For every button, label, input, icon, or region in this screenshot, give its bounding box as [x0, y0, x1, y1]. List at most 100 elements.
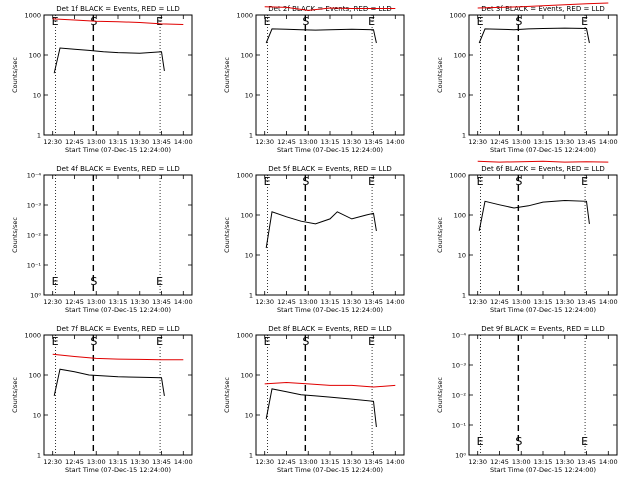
det1-xtick-label: 14:00	[174, 138, 193, 146]
det6-start-marker-label: E	[477, 175, 484, 188]
det3-xtick-label: 13:15	[534, 138, 553, 146]
det2-xtick-label: 13:45	[364, 138, 383, 146]
det2-xtick-label: 12:45	[277, 138, 296, 146]
det4-ytick-label: 10⁻¹	[27, 262, 42, 270]
det2-xtick-label: 13:30	[342, 138, 361, 146]
det1-xtick-label: 12:45	[65, 138, 84, 146]
det9-xtick-label: 13:30	[555, 458, 574, 466]
det8-xtick-label: 14:00	[386, 458, 405, 466]
det1-xtick-label: 13:15	[109, 138, 128, 146]
det1-ylabel: Counts/sec	[11, 57, 19, 93]
det9-ylabel: Counts/sec	[436, 377, 444, 413]
det5-ytick-label: 1000	[236, 172, 253, 180]
det2-ytick-label: 10	[245, 92, 253, 100]
det1-xtick-label: 13:30	[130, 138, 149, 146]
det9-plot-title: Det 9f BLACK = Events, RED = LLD	[481, 325, 604, 333]
det7-start-marker-label: E	[52, 335, 59, 348]
det5-xtick-label: 13:00	[299, 298, 318, 306]
det1-events-line	[53, 47, 165, 74]
det6-spike-marker-label: S	[515, 175, 522, 188]
det7-lld-line	[52, 353, 184, 361]
det9-xtick-label: 13:15	[534, 458, 553, 466]
det4-xtick-label: 12:45	[65, 298, 84, 306]
det8-ytick-label: 100	[241, 372, 253, 380]
det6-ytick-label: 100	[454, 212, 466, 220]
det9-xlabel: Start Time (07-Dec-15 12:24:00)	[490, 466, 596, 474]
det5-xtick-label: 12:30	[255, 298, 274, 306]
det9-plot-frame	[468, 334, 618, 456]
det6-xtick-label: 14:00	[599, 298, 618, 306]
det4-xtick-label: 12:30	[43, 298, 62, 306]
det4-ytick-label: 10⁻³	[27, 202, 42, 210]
det8-xtick-label: 13:00	[299, 458, 318, 466]
det9-spike-marker-label: S	[515, 435, 522, 448]
det1-xtick-label: 12:30	[43, 138, 62, 146]
det7-plot-frame	[43, 334, 193, 456]
det8-plot-title: Det 8f BLACK = Events, RED = LLD	[268, 325, 391, 333]
det9-xtick-label: 13:45	[577, 458, 596, 466]
det4-start-marker-label: E	[52, 275, 59, 288]
det8-xtick-label: 13:30	[342, 458, 361, 466]
det3-xtick-label: 12:45	[490, 138, 509, 146]
det1-ytick-label: 1000	[24, 12, 41, 20]
det9-start-marker-label: E	[477, 435, 484, 448]
det5-plot-frame	[255, 174, 405, 296]
det8-xlabel: Start Time (07-Dec-15 12:24:00)	[277, 466, 383, 474]
det2-xtick-label: 13:00	[299, 138, 318, 146]
det2-xlabel: Start Time (07-Dec-15 12:24:00)	[277, 146, 383, 154]
det6-ytick-label: 1000	[449, 172, 466, 180]
det9-end-marker-label: E	[581, 435, 588, 448]
det7-end-marker-label: E	[156, 335, 163, 348]
det6-ylabel: Counts/sec	[436, 217, 444, 253]
det7-xtick-label: 13:45	[152, 458, 171, 466]
det7-xlabel: Start Time (07-Dec-15 12:24:00)	[65, 466, 171, 474]
det7-xtick-label: 13:00	[87, 458, 106, 466]
det2-plot-title: Det 2f BLACK = Events, RED = LLD	[268, 5, 391, 13]
det7-xtick-label: 14:00	[174, 458, 193, 466]
det8-events-line	[265, 388, 377, 428]
det8-lld-line	[264, 381, 396, 388]
det8-plot-frame	[255, 334, 405, 456]
det8-xtick-label: 12:45	[277, 458, 296, 466]
det4-plot-frame	[43, 174, 193, 296]
det8-xtick-label: 13:45	[364, 458, 383, 466]
det6-xtick-label: 13:15	[534, 298, 553, 306]
det1-xlabel: Start Time (07-Dec-15 12:24:00)	[65, 146, 171, 154]
det6-lld-line	[477, 160, 609, 163]
det3-xtick-label: 13:30	[555, 138, 574, 146]
det3-start-marker-label: E	[477, 15, 484, 28]
det4-xtick-label: 13:00	[87, 298, 106, 306]
det3-plot-frame	[468, 14, 618, 136]
det7-events-line	[53, 368, 165, 397]
det7-ytick-label: 1000	[24, 332, 41, 340]
det5-xtick-label: 13:15	[321, 298, 340, 306]
det7-ytick-label: 1	[37, 452, 41, 460]
det3-spike-marker-label: S	[515, 15, 522, 28]
det5-events-line	[265, 211, 377, 249]
det7-xtick-label: 13:30	[130, 458, 149, 466]
det6-xtick-label: 12:45	[490, 298, 509, 306]
det3-events-line	[478, 27, 590, 44]
det3-lld-line	[477, 2, 609, 9]
det2-xtick-label: 14:00	[386, 138, 405, 146]
det5-xtick-label: 13:45	[364, 298, 383, 306]
det9-ytick-label: 10⁻⁴	[452, 332, 467, 340]
det8-start-marker-label: E	[264, 335, 271, 348]
det7-xtick-label: 12:30	[43, 458, 62, 466]
det4-ytick-label: 10⁰	[30, 292, 41, 300]
det4-xtick-label: 13:15	[109, 298, 128, 306]
det4-end-marker-label: E	[156, 275, 163, 288]
det4-xtick-label: 13:30	[130, 298, 149, 306]
det5-spike-marker-label: S	[302, 175, 309, 188]
det4-xtick-label: 14:00	[174, 298, 193, 306]
det8-ytick-label: 1	[249, 452, 253, 460]
det2-end-marker-label: E	[368, 15, 375, 28]
det9-ytick-label: 10⁻²	[452, 392, 467, 400]
det4-xtick-label: 13:45	[152, 298, 171, 306]
det3-ytick-label: 1	[462, 132, 466, 140]
det3-xtick-label: 12:30	[468, 138, 487, 146]
det4-spike-marker-label: S	[90, 275, 97, 288]
det2-xtick-label: 13:15	[321, 138, 340, 146]
det9-ytick-label: 10⁻¹	[452, 422, 467, 430]
